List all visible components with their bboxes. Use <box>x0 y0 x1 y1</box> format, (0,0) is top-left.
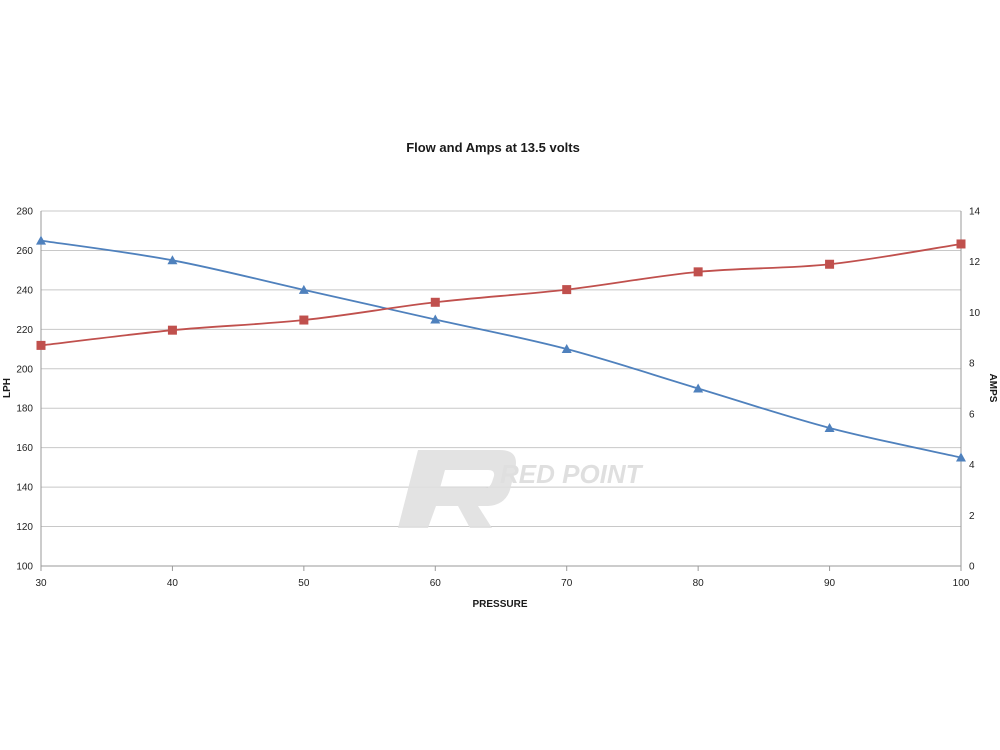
lph-series-line <box>40 239 962 459</box>
y-tick-label: 240 <box>16 285 33 296</box>
x-tick-label: 70 <box>561 578 573 589</box>
x-tick-label: 40 <box>167 578 179 589</box>
amps-data-point <box>167 325 177 335</box>
lph-data-point <box>824 422 835 432</box>
y2-tick-label: 6 <box>969 409 975 420</box>
x-tick-label: 50 <box>298 578 310 589</box>
chart-title: Flow and Amps at 13.5 volts <box>406 140 580 155</box>
amps-data-point <box>825 259 835 269</box>
y-tick-label: 160 <box>16 443 33 454</box>
y2-tick-label: 12 <box>969 257 981 268</box>
y2-tick-label: 10 <box>969 308 981 319</box>
amps-data-point <box>430 297 440 307</box>
amps-data-point <box>956 239 966 249</box>
y-tick-label: 100 <box>16 562 33 573</box>
axes: 100 120 140 160 180 200 220 240 260 280 0 2 4 6 8 10 12 1… <box>16 207 980 590</box>
lph-data-point <box>167 255 178 265</box>
watermark-text: RED POINT <box>500 459 644 489</box>
amps-data-point <box>562 285 572 295</box>
y-tick-label: 200 <box>16 364 33 375</box>
lph-data-point <box>561 344 572 354</box>
x-tick-label: 30 <box>35 578 47 589</box>
amps-data-point <box>299 315 309 325</box>
y-tick-label: 280 <box>16 207 33 218</box>
series-layer <box>36 235 966 462</box>
amps-data-point <box>693 267 703 277</box>
y-axis-title: LPH <box>2 378 13 398</box>
amps-data-point <box>36 340 46 350</box>
lph-data-point <box>693 383 704 393</box>
y-tick-label: 120 <box>16 522 33 533</box>
lph-data-point <box>36 235 46 245</box>
y-tick-label: 140 <box>16 483 33 494</box>
lph-data-point <box>430 314 441 324</box>
x-tick-label: 90 <box>824 578 836 589</box>
lph-data-point <box>298 284 309 294</box>
x-axis-title: PRESSURE <box>472 599 527 610</box>
x-tick-label: 100 <box>953 578 970 589</box>
x-tick-label: 80 <box>693 578 705 589</box>
watermark-logo: RED POINT <box>398 450 644 528</box>
y2-tick-label: 4 <box>969 460 975 471</box>
y2-tick-label: 14 <box>969 207 981 218</box>
lph-data-point <box>956 452 966 462</box>
gridlines <box>41 210 961 567</box>
y2-tick-label: 2 <box>969 511 975 522</box>
y-tick-label: 260 <box>16 246 33 257</box>
amps-series-line <box>40 243 962 347</box>
y2-tick-label: 0 <box>969 562 975 573</box>
x-tick-label: 60 <box>430 578 442 589</box>
y-tick-label: 220 <box>16 325 33 336</box>
y-tick-label: 180 <box>16 404 33 415</box>
y2-tick-label: 8 <box>969 359 975 370</box>
y2-axis-title: AMPS <box>987 374 998 403</box>
